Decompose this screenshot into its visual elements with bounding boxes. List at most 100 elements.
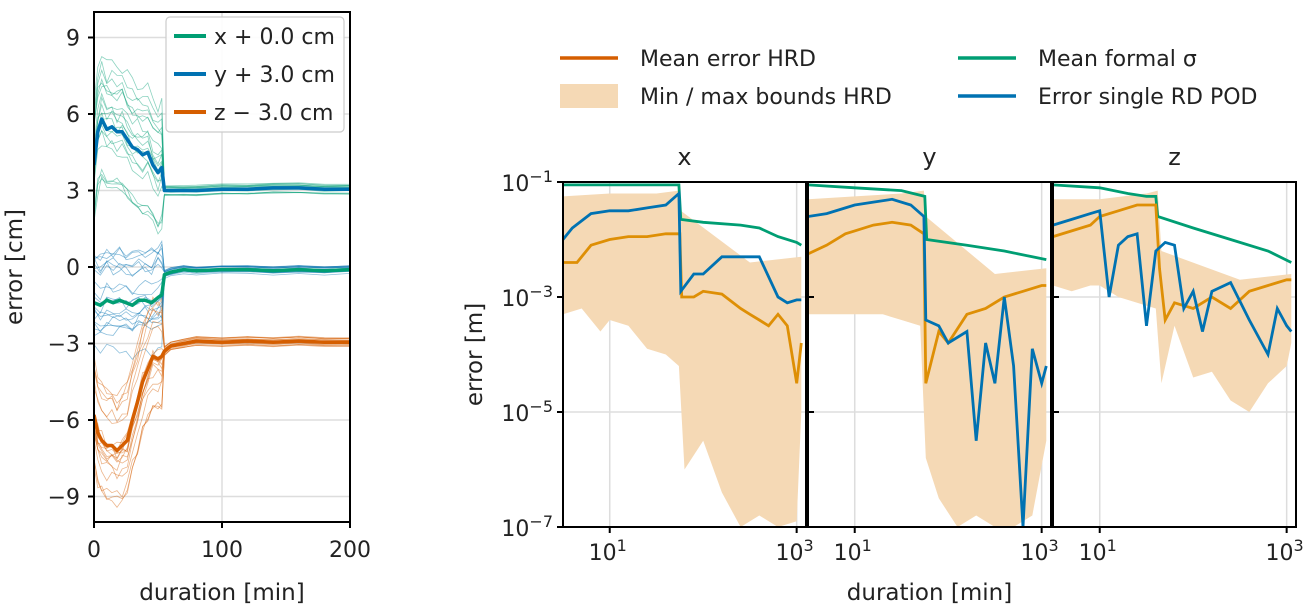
panel-y-mean-error-line bbox=[808, 220, 1047, 384]
left-ensemble-line-0-14 bbox=[94, 240, 350, 272]
left-ytick-label-3: 0 bbox=[66, 256, 80, 281]
panel-x-xtick-label-1: 103 bbox=[776, 536, 814, 566]
left-ensemble-line-1-8 bbox=[94, 78, 350, 189]
left-ensemble-line-1-14 bbox=[94, 69, 350, 188]
left-ensemble-line-1-0 bbox=[94, 173, 350, 228]
left-ensemble-line-1-5 bbox=[94, 175, 350, 235]
left-ensemble-line-0-2 bbox=[94, 271, 350, 337]
panel-z: z 101 103 bbox=[1052, 143, 1304, 566]
panel-z-frame bbox=[1052, 181, 1297, 528]
panel-x-xtick-label-1-exp: 3 bbox=[804, 536, 814, 555]
left-ensemble-line-2-5 bbox=[94, 301, 350, 404]
left-legend-label-1: y + 3.0 cm bbox=[214, 63, 335, 88]
left-xtick-label-1: 100 bbox=[201, 538, 243, 563]
left-legend-box bbox=[165, 16, 345, 133]
right-ytick-label-0-exp: −7 bbox=[529, 512, 553, 531]
right-ytick-label-3-base: 10 bbox=[501, 172, 529, 197]
panel-x-xtick-label-1-base: 10 bbox=[776, 541, 804, 566]
right-ytick-label-1-exp: −5 bbox=[529, 397, 553, 416]
right-legend-label-2: Mean formal σ bbox=[1038, 47, 1197, 72]
left-error-chart: 0 100 200 −9 −6 −3 0 3 6 9 duration [min] error [cm… bbox=[2, 11, 371, 606]
left-ensemble-line-1-17 bbox=[94, 61, 350, 188]
panel-x-single-pod-line bbox=[563, 190, 802, 305]
panel-z-mean-error-line bbox=[1053, 203, 1292, 325]
panel-z-minmax-band bbox=[1053, 190, 1292, 412]
panel-y-minmax-band bbox=[808, 190, 1047, 527]
left-ensemble-line-0-0 bbox=[94, 251, 350, 273]
right-legend: Mean error HRD Min / max bounds HRD Mean f… bbox=[560, 47, 1257, 110]
left-ensemble-line-2-19 bbox=[94, 343, 350, 501]
panel-z-xtick-label-0: 101 bbox=[1079, 536, 1117, 566]
panel-z-plot-area bbox=[1053, 183, 1293, 412]
left-ensemble-line-0-4 bbox=[94, 272, 350, 361]
right-ytick-label-2: 10−3 bbox=[501, 282, 553, 312]
right-ytick-label-3: 10−1 bbox=[501, 167, 553, 197]
right-legend-label-1: Min / max bounds HRD bbox=[640, 85, 892, 110]
left-ensemble-line-2-16 bbox=[94, 344, 350, 508]
panel-x-mean-error-line bbox=[563, 232, 803, 384]
panel-x-plot-area bbox=[563, 183, 803, 527]
left-legend: x + 0.0 cm y + 3.0 cm z − 3.0 cm bbox=[165, 16, 345, 133]
right-legend-label-0: Mean error HRD bbox=[640, 47, 816, 72]
panel-y-formal-sigma-line bbox=[808, 183, 1047, 261]
left-series-line-1 bbox=[94, 117, 350, 193]
panel-x-title: x bbox=[677, 143, 691, 171]
panel-y-xtick-label-1-base: 10 bbox=[1021, 541, 1049, 566]
right-ytick-label-2-base: 10 bbox=[501, 287, 529, 312]
left-ensemble-line-0-9 bbox=[94, 243, 350, 271]
left-x-axis-title: duration [min] bbox=[139, 580, 304, 606]
panel-z-xtick-label-1: 103 bbox=[1266, 536, 1304, 566]
left-xtick-label-2: 200 bbox=[329, 538, 371, 563]
panel-y-title: y bbox=[922, 143, 936, 171]
panel-y-xtick-label-0: 101 bbox=[834, 536, 872, 566]
panel-y-xtick-label-1: 103 bbox=[1021, 536, 1059, 566]
left-plot-area bbox=[94, 56, 350, 508]
right-ytick-label-3-exp: −1 bbox=[529, 167, 553, 186]
left-ensemble-line-2-12 bbox=[94, 309, 350, 412]
left-ytick-label-0: −9 bbox=[48, 486, 80, 511]
right-ytick-label-0-base: 10 bbox=[501, 517, 529, 542]
left-ensemble-line-2-13 bbox=[94, 342, 350, 482]
left-series-line-2 bbox=[94, 339, 350, 453]
panel-x-minmax-band bbox=[563, 190, 802, 527]
panel-x-xtick-label-0-base: 10 bbox=[589, 541, 617, 566]
right-ytick-label-0: 10−7 bbox=[501, 512, 553, 542]
left-xtick-label-0: 0 bbox=[87, 538, 101, 563]
panel-y-xtick-label-0-base: 10 bbox=[834, 541, 862, 566]
left-ensemble-line-1-9 bbox=[94, 168, 350, 224]
left-ensemble-line-2-14 bbox=[94, 296, 350, 396]
left-ensemble-line-2-6 bbox=[94, 343, 350, 498]
right-legend-label-3: Error single RD POD bbox=[1038, 85, 1257, 110]
panel-z-xtick-label-0-base: 10 bbox=[1079, 541, 1107, 566]
right-ytick-label-2-exp: −3 bbox=[529, 282, 553, 301]
left-ensemble-line-0-10 bbox=[94, 257, 350, 276]
panel-x-xtick-label-0-exp: 1 bbox=[617, 536, 627, 555]
left-ytick-label-5: 6 bbox=[66, 103, 80, 128]
left-ensemble-line-1-2 bbox=[94, 178, 350, 228]
left-ensemble-line-1-10 bbox=[94, 92, 350, 190]
panel-x-formal-sigma-line bbox=[563, 183, 803, 247]
left-legend-label-2: z − 3.0 cm bbox=[214, 101, 333, 126]
right-ytick-label-1: 10−5 bbox=[501, 397, 553, 427]
panel-y-single-pod-line bbox=[808, 197, 1048, 527]
panel-y-xtick-label-0-exp: 1 bbox=[862, 536, 872, 555]
panel-y-plot-area bbox=[808, 183, 1048, 527]
left-ensemble-line-2-15 bbox=[94, 320, 350, 423]
left-ensemble-line-2-7 bbox=[94, 307, 350, 412]
right-ytick-label-1-base: 10 bbox=[501, 402, 529, 427]
panel-y-frame bbox=[807, 181, 1052, 528]
left-series-line-0 bbox=[94, 267, 350, 308]
panel-x-frame bbox=[562, 181, 807, 528]
left-ensemble-line-0-8 bbox=[94, 247, 350, 272]
panel-z-single-pod-line bbox=[1053, 208, 1293, 359]
left-legend-label-0: x + 0.0 cm bbox=[214, 25, 335, 50]
panel-z-title: z bbox=[1168, 143, 1181, 171]
panel-x-xtick-label-0: 101 bbox=[589, 536, 627, 566]
left-ensemble-line-1-18 bbox=[94, 56, 350, 187]
left-ytick-label-6: 9 bbox=[66, 27, 80, 52]
left-ytick-label-2: −3 bbox=[48, 333, 80, 358]
